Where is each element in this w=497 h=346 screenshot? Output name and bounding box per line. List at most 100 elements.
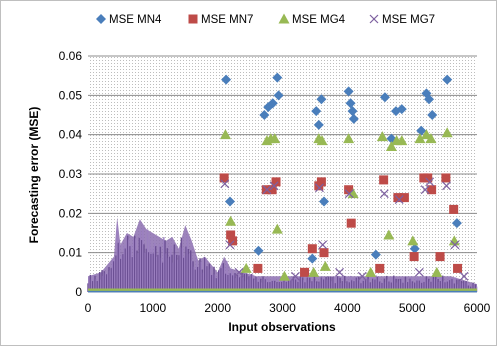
point-triangle [383, 229, 395, 240]
point-square [346, 218, 356, 228]
point-square [267, 185, 277, 195]
point-x [442, 181, 451, 191]
x-tick-labels: 0 1000 2000 3000 4000 5000 6000 [85, 301, 491, 315]
y-tick-label: 0.04 [59, 128, 83, 142]
legend-marker-square [188, 14, 198, 24]
point-triangle [441, 127, 453, 138]
point-square [427, 185, 437, 195]
data-points [219, 72, 469, 281]
point-diamond [416, 125, 427, 136]
point-diamond [224, 196, 235, 207]
point-square [219, 173, 229, 183]
point-x [357, 271, 367, 281]
point-triangle [316, 135, 328, 146]
point-triangle [425, 133, 437, 144]
point-triangle [385, 140, 397, 151]
legend-label: MSE MN4 [109, 14, 162, 26]
point-diamond [221, 74, 232, 85]
point-square [409, 252, 419, 262]
legend: MSE MN4 MSE MN7 MSE MG4 MSE MG7 [96, 13, 435, 26]
y-tick-labels: 0 0.01 0.02 0.03 0.04 0.05 0.06 [59, 49, 83, 299]
point-diamond [311, 106, 322, 117]
point-diamond [253, 245, 264, 256]
point-x [262, 185, 272, 195]
point-diamond [307, 253, 318, 264]
point-diamond [427, 110, 438, 120]
point-square [441, 173, 451, 183]
point-triangle [219, 129, 231, 140]
x-tick-label: 4000 [334, 301, 361, 315]
point-diamond [379, 92, 390, 103]
point-square [435, 252, 445, 262]
x-tick-label: 3000 [269, 301, 296, 315]
x-tick-label: 1000 [139, 301, 166, 315]
point-x [425, 177, 435, 187]
point-triangle [240, 262, 252, 273]
point-square [344, 185, 354, 195]
point-triangle [269, 133, 281, 144]
point-x [420, 185, 430, 195]
x-tick-label: 6000 [464, 301, 491, 315]
y-tick-label: 0.06 [59, 49, 83, 63]
y-axis-title: Forecasting error (MSE) [27, 107, 41, 244]
legend-marker-x [369, 14, 379, 24]
point-triangle [225, 215, 237, 226]
point-triangle [319, 260, 331, 271]
point-square [307, 244, 317, 254]
point-diamond [396, 104, 407, 115]
point-diamond [409, 243, 420, 254]
point-square [226, 230, 236, 240]
point-triangle [376, 131, 388, 142]
point-square [453, 263, 463, 273]
point-diamond [451, 218, 462, 229]
point-x [379, 189, 389, 199]
point-square [319, 248, 329, 258]
point-diamond [313, 119, 324, 130]
point-square [314, 181, 324, 191]
point-square [300, 267, 310, 277]
point-triangle [308, 266, 320, 277]
point-square [379, 175, 389, 185]
point-x [344, 189, 354, 199]
point-triangle [431, 266, 443, 277]
point-x [459, 271, 469, 281]
point-x [234, 267, 244, 277]
x-tick-label: 2000 [204, 301, 231, 315]
point-triangle [365, 266, 377, 277]
legend-label: MSE MG4 [292, 14, 346, 26]
point-x [450, 240, 460, 250]
point-diamond [259, 110, 270, 120]
point-triangle [278, 270, 290, 281]
point-x [291, 271, 300, 281]
point-square [399, 193, 409, 203]
point-x [318, 240, 328, 250]
x-tick-label: 5000 [399, 301, 426, 315]
point-square [375, 263, 385, 273]
point-diamond [318, 196, 329, 207]
dense-data-band [87, 217, 478, 293]
point-x [269, 181, 279, 191]
y-tick-label: 0.03 [59, 167, 83, 181]
x-axis-title: Input observations [228, 320, 336, 334]
point-triangle [347, 188, 359, 199]
legend-marker-triangle [278, 13, 290, 24]
point-diamond [347, 106, 358, 117]
point-x [335, 267, 344, 277]
x-tick-label: 0 [85, 301, 92, 315]
point-x [220, 179, 230, 189]
point-square [228, 236, 238, 246]
point-x [315, 183, 324, 193]
point-square [449, 204, 459, 214]
point-x [394, 195, 404, 204]
legend-label: MSE MG7 [382, 14, 435, 26]
y-tick-label: 0.02 [59, 206, 83, 220]
point-diamond [316, 94, 327, 105]
point-triangle [396, 135, 408, 146]
y-tick-label: 0.01 [59, 246, 83, 260]
point-diamond [370, 249, 381, 260]
point-diamond [442, 74, 453, 85]
point-triangle [343, 133, 355, 144]
point-diamond [424, 94, 435, 105]
point-diamond [267, 98, 278, 109]
